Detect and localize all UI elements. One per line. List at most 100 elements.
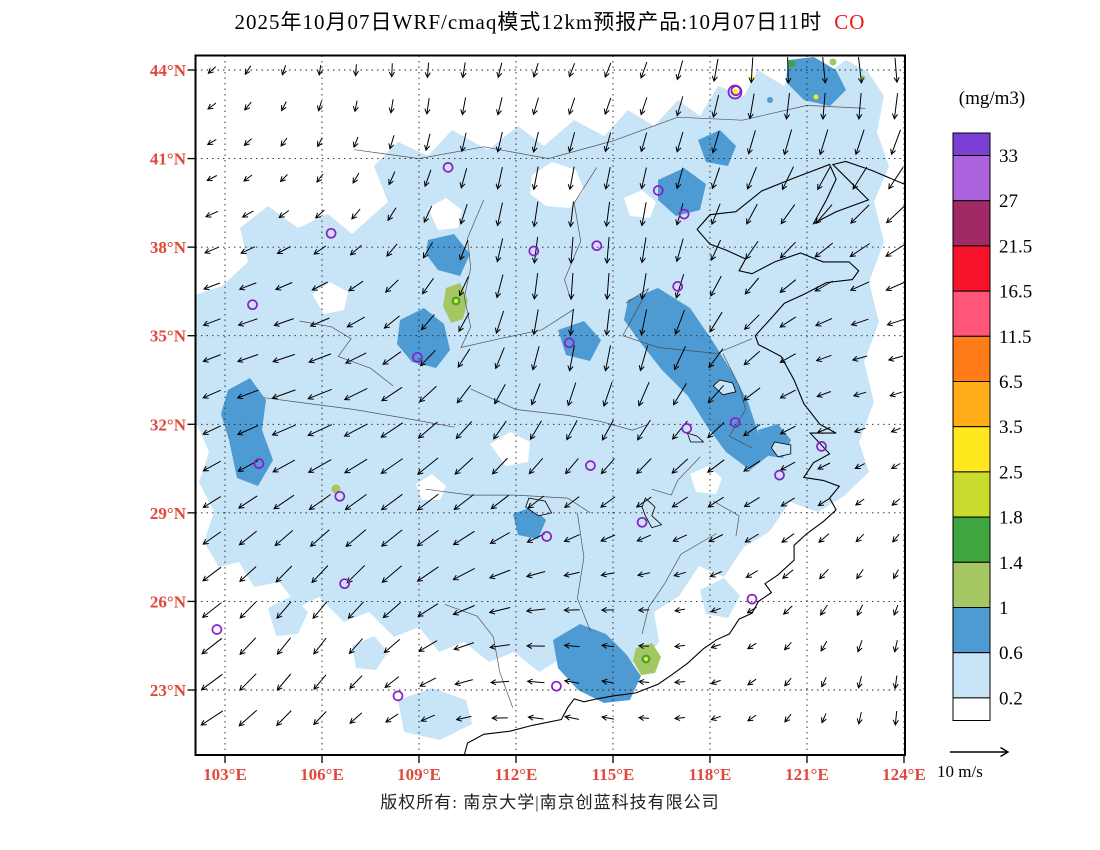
- wind-arrow: [352, 136, 359, 149]
- lat-label: 23°N: [150, 681, 187, 700]
- wind-arrow: [711, 131, 720, 154]
- co-field-high: [788, 60, 796, 68]
- copyright-footer: 版权所有: 南京大学|南京创蓝科技有限公司: [380, 793, 720, 812]
- coastline-layer: [463, 160, 905, 755]
- wind-arrow: [893, 57, 900, 84]
- wind-arrow: [459, 132, 467, 153]
- wind-arrow: [821, 57, 828, 84]
- wind-arrow: [317, 137, 323, 148]
- lon-label: 124°E: [882, 765, 926, 784]
- wind-arrow: [386, 243, 398, 257]
- wind-arrow: [380, 529, 403, 547]
- wind-arrow: [856, 640, 863, 653]
- wind-arrow: [381, 565, 403, 583]
- province-border: [470, 388, 649, 431]
- wind-arrow: [814, 317, 833, 327]
- wind-arrow: [747, 130, 756, 155]
- station-marker: [672, 281, 684, 292]
- wind-arrow: [852, 391, 867, 398]
- province-border: [713, 500, 740, 537]
- province-border: [263, 397, 455, 428]
- colorbar-segment: [952, 471, 991, 518]
- wind-arrow: [743, 460, 761, 472]
- wind-arrow: [746, 203, 758, 225]
- wind-arrow: [531, 273, 539, 300]
- wind-arrow: [673, 714, 686, 722]
- wind-arrow: [566, 382, 577, 407]
- wind-arrow: [526, 678, 545, 685]
- wind-arrow: [820, 640, 828, 652]
- wind-arrow: [889, 391, 902, 398]
- wind-arrow: [821, 713, 827, 724]
- wind-scale-label: 10 m/s: [937, 762, 983, 781]
- lon-label: 118°E: [689, 765, 732, 784]
- co-field-clear: [530, 162, 584, 208]
- station-marker: [652, 185, 664, 196]
- station-marker: [636, 516, 648, 528]
- lon-label: 115°E: [592, 765, 635, 784]
- co-field-clear: [690, 466, 722, 494]
- wind-arrow: [388, 135, 395, 150]
- wind-arrow: [636, 458, 652, 475]
- wind-arrow: [746, 642, 757, 650]
- wind-arrow: [856, 569, 864, 580]
- wind-arrow: [854, 129, 865, 156]
- wind-arrow: [276, 710, 292, 727]
- wind-arrow: [202, 496, 221, 508]
- wind-arrow: [710, 643, 721, 649]
- wind-arrow: [531, 237, 539, 264]
- colorbar-segment: [952, 426, 991, 473]
- wind-arrow: [202, 531, 222, 545]
- wind-arrow: [814, 242, 834, 258]
- wind-arrow: [748, 57, 755, 84]
- co-field-clear: [490, 432, 530, 466]
- wind-arrow: [563, 571, 580, 578]
- station-marker: [334, 490, 346, 502]
- wind-arrow: [276, 601, 292, 620]
- colorbar-segment: [952, 697, 991, 722]
- wind-arrow: [382, 602, 402, 619]
- wind-arrow: [207, 102, 217, 110]
- wind-arrow: [494, 384, 506, 405]
- co-field-mid: [624, 288, 768, 470]
- wind-arrow: [815, 354, 832, 362]
- wind-arrow: [821, 677, 827, 688]
- colorbar: 33 27 21.5 16.5 11.5 6.5 3.5 2.5 1.8 1.4 1 0.6 0.2: [952, 132, 1032, 722]
- colorbar-tick-label: 1.4: [999, 553, 1023, 574]
- wind-arrow: [674, 273, 685, 299]
- wind-arrow: [313, 711, 327, 726]
- wind-arrow: [671, 496, 688, 508]
- lon-label: 103°E: [203, 765, 247, 784]
- wind-arrow: [892, 604, 899, 616]
- co-field-clear: [312, 282, 348, 314]
- wind-arrow: [239, 566, 257, 583]
- wind-arrow: [419, 677, 437, 687]
- lake: [770, 441, 792, 458]
- wind-arrow: [672, 383, 687, 406]
- wind-arrow: [458, 312, 470, 333]
- wind-arrow: [348, 638, 363, 655]
- wind-arrow: [530, 383, 541, 406]
- wind-arrow: [236, 354, 259, 363]
- wind-arrow: [205, 210, 219, 218]
- co-field-low: [352, 636, 388, 670]
- wind-arrow: [343, 387, 368, 401]
- wind-arrow: [602, 381, 613, 408]
- wind-arrow: [600, 642, 615, 649]
- wind-arrow: [854, 498, 865, 506]
- wind-arrow: [495, 166, 503, 190]
- colorbar-unit-label: (mg/m3): [959, 88, 1026, 109]
- wind-arrow: [316, 173, 324, 183]
- wind-arrow: [456, 384, 472, 404]
- colorbar-tick-label: 0.6: [999, 643, 1023, 664]
- wind-arrow: [815, 204, 833, 225]
- wind-arrow: [710, 275, 722, 297]
- wind-arrow: [201, 637, 223, 655]
- wind-arrow: [238, 282, 257, 291]
- wind-arrow: [675, 238, 684, 263]
- wind-arrow: [488, 569, 511, 580]
- wind-arrow: [490, 494, 510, 510]
- wind-arrow: [893, 569, 899, 580]
- colorbar-tick-label: 11.5: [999, 327, 1032, 348]
